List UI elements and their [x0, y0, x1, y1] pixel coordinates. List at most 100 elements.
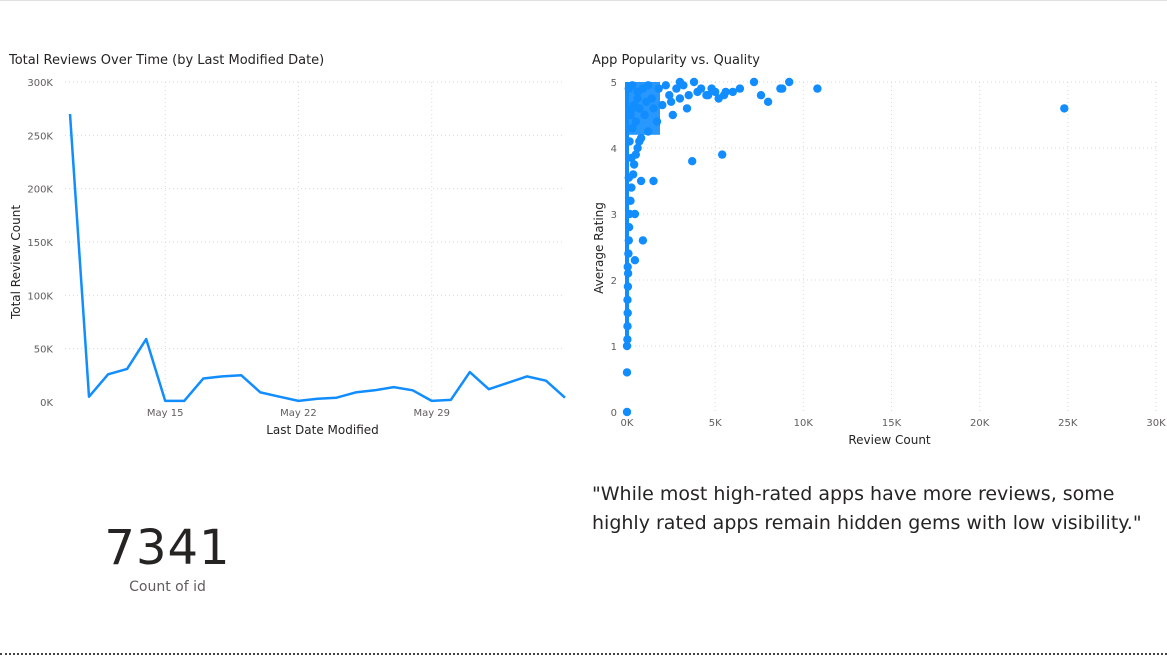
data-point: [633, 94, 642, 103]
data-point: [688, 157, 697, 166]
x-tick-label: 25K: [1058, 418, 1078, 429]
data-point: [636, 133, 646, 143]
data-point: [622, 341, 632, 351]
data-point: [666, 97, 676, 107]
data-point: [635, 104, 644, 113]
data-point: [749, 77, 759, 87]
y-tick-label: 5: [611, 78, 617, 89]
y-tick-label: 100K: [27, 291, 53, 302]
data-point: [629, 160, 639, 169]
data-point: [647, 94, 656, 103]
data-point: [627, 153, 636, 163]
line-chart-title: Total Reviews Over Time (by Last Modifie…: [9, 53, 325, 68]
series-line: [68, 113, 566, 403]
x-axis-title: Last Date Modified: [266, 423, 379, 437]
y-tick-label: 250K: [27, 131, 53, 142]
data-point: [623, 262, 632, 271]
data-point: [661, 81, 670, 90]
y-axis-title: Total Review Count: [9, 205, 23, 320]
top-border: [0, 0, 1167, 1]
data-point: [633, 143, 642, 153]
x-tick-label: 5K: [709, 418, 722, 429]
data-point: [623, 282, 633, 291]
scatter-chart-title: App Popularity vs. Quality: [592, 53, 760, 68]
data-point: [711, 87, 720, 97]
data-point: [626, 196, 635, 205]
y-tick-label: 2: [611, 276, 617, 287]
data-point: [627, 183, 636, 192]
data-point: [785, 77, 794, 87]
data-point: [622, 407, 632, 417]
data-point: [675, 94, 685, 103]
data-point: [684, 91, 693, 100]
data-point: [703, 91, 713, 100]
data-point: [628, 104, 637, 113]
data-point: [624, 236, 633, 245]
data-point: [631, 117, 640, 126]
data-point: [630, 256, 640, 265]
x-tick-label: 0K: [621, 418, 634, 429]
data-point: [735, 84, 745, 93]
data-point: [644, 81, 653, 90]
data-point: [1060, 104, 1069, 113]
data-point: [626, 110, 635, 120]
data-point: [630, 209, 640, 219]
data-point: [644, 127, 653, 136]
x-tick-label: May 22: [280, 408, 317, 419]
data-point: [665, 91, 674, 100]
card-value: 7341: [104, 520, 231, 576]
y-tick-label: 3: [611, 210, 617, 221]
data-point: [763, 97, 773, 107]
data-point: [638, 236, 648, 245]
data-point: [649, 176, 658, 186]
data-point: [721, 87, 730, 97]
data-point: [623, 269, 633, 278]
x-axis-title: Review Count: [848, 433, 931, 447]
data-point: [636, 176, 646, 186]
y-tick-label: 0: [611, 408, 617, 419]
data-point: [689, 77, 699, 87]
quote-textbox: "While most high-rated apps have more re…: [592, 483, 1142, 534]
card-label: Count of id: [129, 579, 206, 595]
bottom-divider: [0, 653, 1167, 655]
data-point: [623, 295, 632, 304]
y-tick-label: 200K: [27, 185, 53, 196]
y-axis-title: Average Rating: [592, 202, 606, 294]
data-point: [756, 91, 766, 100]
x-tick-label: May 29: [413, 408, 450, 419]
y-tick-label: 1: [611, 342, 617, 353]
data-point: [628, 124, 637, 133]
data-point: [813, 84, 822, 93]
data-point: [624, 249, 633, 258]
data-point: [624, 223, 634, 232]
data-point: [672, 84, 681, 93]
y-tick-label: 4: [611, 144, 617, 155]
data-point: [728, 87, 737, 97]
data-point: [622, 368, 632, 377]
data-point: [668, 110, 677, 120]
y-tick-label: 0K: [40, 398, 53, 409]
data-point: [623, 322, 632, 331]
data-point: [658, 100, 667, 110]
data-point: [718, 150, 727, 159]
data-point: [696, 84, 706, 93]
data-point: [625, 137, 634, 146]
x-tick-label: 30K: [1146, 418, 1166, 429]
data-point: [778, 84, 787, 93]
data-point: [654, 84, 663, 93]
data-point: [628, 81, 637, 90]
data-point: [624, 173, 633, 182]
data-point: [652, 117, 662, 126]
y-tick-label: 50K: [34, 345, 54, 356]
data-point: [675, 77, 685, 87]
data-point: [640, 110, 649, 120]
y-tick-label: 150K: [27, 238, 53, 249]
data-point: [649, 104, 658, 113]
data-point: [623, 335, 632, 344]
y-tick-label: 300K: [27, 78, 53, 89]
data-point: [682, 104, 692, 113]
x-tick-label: 15K: [882, 418, 902, 429]
data-point: [623, 308, 632, 318]
